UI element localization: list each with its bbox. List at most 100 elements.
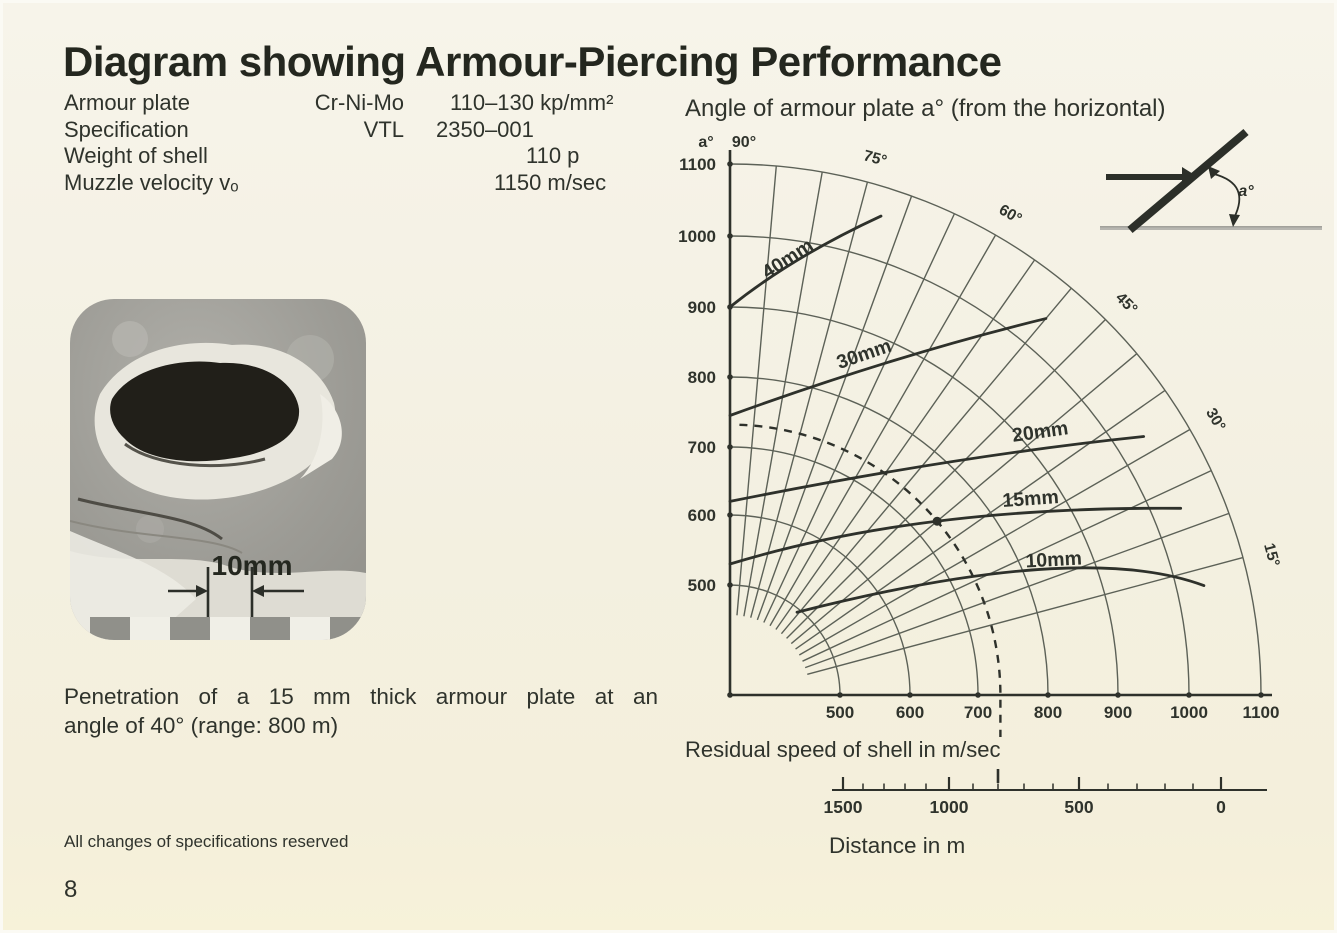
grid-ray-80deg <box>743 171 823 617</box>
footnote: All changes of specifications reserved <box>64 832 349 851</box>
inset-angle-label: a° <box>1238 183 1254 200</box>
curve-15mm <box>728 506 1183 566</box>
speed-tick-dot-left-500 <box>727 582 733 588</box>
grid-arc-900 <box>729 306 1119 696</box>
angle-axis-symbol: a° <box>698 134 713 151</box>
curve-20mm <box>728 435 1146 503</box>
speed-tick-label-bottom-1100: 1100 <box>1243 703 1280 722</box>
speed-tick-dot-left-800 <box>727 374 733 380</box>
speed-tick-label-left-700: 700 <box>688 438 716 457</box>
grid-ray-55deg <box>775 259 1036 630</box>
curve-40mm <box>728 214 883 309</box>
speed-tick-dot-left-900 <box>727 304 733 310</box>
speed-tick-dot-left-700 <box>727 444 733 450</box>
speed-tick-label-bottom-700: 700 <box>964 703 992 722</box>
grid-ray-85deg <box>736 165 777 616</box>
photo-caption: Penetration of a 15 mm thick armour plat… <box>64 682 658 740</box>
grid-ray-20deg <box>804 512 1230 669</box>
grid-ray-45deg <box>786 319 1106 639</box>
page-number: 8 <box>64 876 78 903</box>
speed-tick-dot-bottom-900 <box>1115 692 1121 698</box>
spec-value: 1150 m/sec <box>494 169 607 195</box>
photo-scale-label: 10mm <box>212 550 293 581</box>
grid-ray-25deg <box>802 469 1212 662</box>
dimension-arrow-left-icon <box>252 585 264 597</box>
photo-caption-line2: angle of 40° (range: 800 m) <box>64 713 339 738</box>
curve-label-30mm: 30mm <box>834 335 894 374</box>
angle-label-15: 15° <box>1260 541 1282 568</box>
curve-10mm <box>795 566 1206 614</box>
spec-middle <box>286 170 404 197</box>
speed-tick-label-bottom-900: 900 <box>1104 703 1132 722</box>
specification-table: Armour plate Cr-Ni-Mo 110–130 kp/mm² Specif… <box>64 90 664 196</box>
speed-tick-dot-bottom-500 <box>837 692 843 698</box>
penetration-photo: 10mm <box>70 299 366 640</box>
speed-tick-label-left-900: 900 <box>688 298 716 317</box>
angle-label-75: 75° <box>862 147 889 169</box>
angle-arc <box>1213 173 1241 219</box>
curve-label-20mm: 20mm <box>1011 417 1070 447</box>
chart-heading: Angle of armour plate a° (from the horiz… <box>685 95 1166 122</box>
angle-arc-arrow-bottom-icon <box>1229 214 1240 227</box>
angle-label-90: 90° <box>732 134 756 151</box>
speed-tick-dot-left-1100 <box>727 161 733 167</box>
speed-tick-dot-bottom-1000 <box>1186 692 1192 698</box>
angle-label-30: 30° <box>1202 405 1228 434</box>
speed-tick-label-left-1100: 1100 <box>679 155 716 174</box>
grid-ray-60deg <box>769 234 997 627</box>
grid-ray-40deg <box>790 353 1138 645</box>
speed-tick-dot-left-1000 <box>727 233 733 239</box>
dimension-arrow-right-icon <box>196 585 208 597</box>
grid-ray-15deg <box>807 556 1244 675</box>
spec-label: Muzzle velocity vₒ <box>64 169 239 195</box>
plate-crack-line <box>77 497 223 541</box>
ruler-label-1500: 1500 <box>824 797 863 817</box>
curve-label-15mm: 15mm <box>1002 486 1060 512</box>
spec-label: Specification <box>64 116 189 142</box>
ruler-label-0: 0 <box>1216 797 1226 817</box>
spec-middle: VTL <box>363 116 404 142</box>
speed-tick-dot-bottom-1100 <box>1258 692 1264 698</box>
speed-tick-label-bottom-600: 600 <box>896 703 924 722</box>
spec-row: Muzzle velocity vₒ 1150 m/sec <box>64 170 664 197</box>
marker-dot <box>932 516 942 526</box>
speed-tick-label-bottom-1000: 1000 <box>1170 703 1208 722</box>
axis-origin-dot <box>727 692 733 698</box>
spec-row: Specification VTL 2350–001 <box>64 117 664 144</box>
spec-middle <box>286 143 404 170</box>
photo-caption-line1: Penetration of a 15 mm thick armour plat… <box>64 684 658 709</box>
angle-pictogram: a° <box>1100 128 1322 234</box>
spec-row: Weight of shell 110 p <box>64 143 664 170</box>
speed-axis-label: Residual speed of shell in m/sec <box>685 737 1001 762</box>
spec-label: Weight of shell <box>64 143 208 168</box>
speed-tick-label-left-500: 500 <box>688 576 716 595</box>
speed-tick-label-left-600: 600 <box>688 506 716 525</box>
grid-ray-30deg <box>798 428 1191 656</box>
grid-arc-600 <box>729 514 911 696</box>
speed-tick-dot-bottom-700 <box>975 692 981 698</box>
speed-tick-label-bottom-500: 500 <box>826 703 854 722</box>
ruler-label-500: 500 <box>1064 797 1093 817</box>
grid-arc-800 <box>729 376 1049 696</box>
ruler-label-1000: 1000 <box>930 797 969 817</box>
spec-row: Armour plate Cr-Ni-Mo 110–130 kp/mm² <box>64 90 664 117</box>
angle-label-45: 45° <box>1112 289 1141 318</box>
speed-tick-dot-left-600 <box>727 512 733 518</box>
angle-label-60: 60° <box>996 201 1025 227</box>
curve-label-10mm: 10mm <box>1025 548 1082 573</box>
spec-value: 110 p <box>526 143 580 168</box>
scale-dimension-marks <box>168 567 304 621</box>
range-dashed-arc <box>739 423 1002 737</box>
speed-tick-label-left-800: 800 <box>688 368 716 387</box>
penetration-hole <box>110 361 300 462</box>
grid-ray-50deg <box>780 287 1072 635</box>
spec-value: 2350–001 <box>436 116 534 142</box>
speed-tick-label-left-1000: 1000 <box>678 227 716 246</box>
grid-ray-35deg <box>795 389 1166 650</box>
spec-label: Armour plate <box>64 90 190 115</box>
penetration-photo-image: 10mm <box>70 299 366 640</box>
angle-arc-arrow-top-icon <box>1208 166 1220 179</box>
curve-30mm <box>728 317 1048 417</box>
grid-arc-500 <box>729 584 841 696</box>
page-title: Diagram showing Armour-Piercing Performa… <box>63 38 1002 85</box>
